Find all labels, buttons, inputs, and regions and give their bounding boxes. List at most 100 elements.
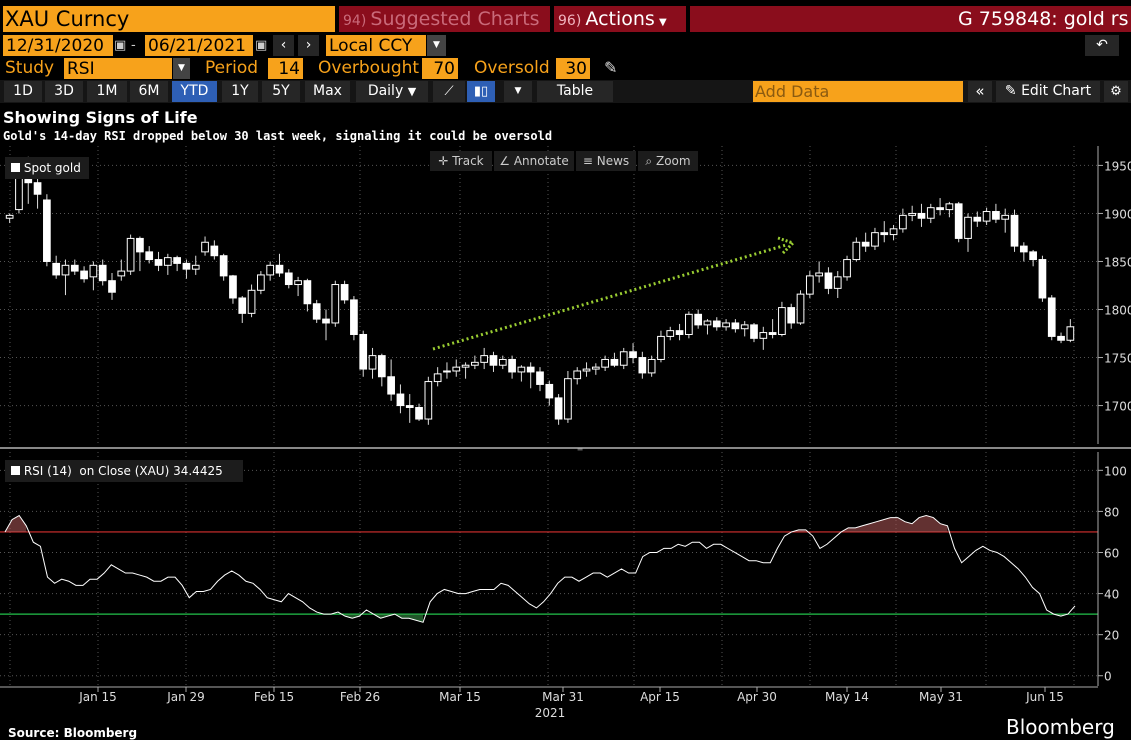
ticker-field[interactable]: XAU Curncy — [3, 6, 335, 32]
range-button-3d[interactable]: 3D — [45, 81, 83, 102]
range-button-1m[interactable]: 1M — [87, 81, 127, 102]
rsi-last-value: 34.4425 — [173, 464, 223, 478]
annotate-button[interactable]: ∠ Annotate — [494, 151, 574, 171]
year-label: 2021 — [535, 706, 566, 720]
candle-body — [806, 276, 813, 294]
candle-body — [648, 359, 655, 372]
candle-body — [71, 265, 78, 271]
study-dropdown-icon[interactable]: ▼ — [173, 58, 190, 79]
range-button-ytd[interactable]: YTD — [172, 81, 217, 102]
zoom-button[interactable]: ⌕ Zoom — [638, 151, 698, 171]
prev-arrow-icon[interactable]: ‹ — [273, 35, 294, 56]
price-tick-label: 1800 — [1104, 304, 1131, 318]
price-tick-label: 1750 — [1104, 352, 1131, 366]
candle-body — [779, 308, 786, 335]
suggested-label: Suggested Charts — [370, 8, 539, 30]
chart-type-dropdown-icon[interactable]: ▼ — [504, 81, 532, 102]
x-tick-label: Apr 30 — [737, 690, 777, 704]
candle-body — [732, 323, 739, 329]
news-label: News — [597, 154, 629, 168]
oversold-input[interactable]: 30 — [556, 58, 590, 79]
price-legend[interactable]: Spot gold — [5, 157, 89, 179]
range-button-1y[interactable]: 1Y — [222, 81, 258, 102]
price-candles — [6, 157, 1073, 425]
overbought-input[interactable]: 70 — [422, 58, 458, 79]
candle-body — [332, 285, 339, 323]
track-button[interactable]: ✛ Track — [430, 151, 492, 171]
candle-body — [34, 183, 41, 195]
candle-body — [881, 233, 888, 235]
candlestick-icon[interactable]: ▮▯ — [467, 81, 495, 102]
candle-body — [760, 333, 767, 339]
bloomberg-logo: Bloomberg — [1006, 716, 1131, 739]
currency-dropdown-icon[interactable]: ▼ — [427, 35, 446, 56]
candle-body — [444, 371, 451, 372]
date-separator: - — [131, 35, 141, 56]
range-button-6m[interactable]: 6M — [130, 81, 168, 102]
rsi-tick-label: 0 — [1104, 670, 1112, 684]
frequency-select[interactable]: Daily ▼ — [356, 81, 428, 102]
security-title: G 759848: gold rs — [690, 6, 1131, 32]
collapse-left-icon[interactable]: « — [968, 81, 992, 102]
candle-body — [183, 263, 190, 269]
candle-body — [955, 204, 962, 239]
rsi-legend[interactable]: RSI (14) on Close (XAU) 34.4425 — [5, 460, 243, 482]
candle-body — [620, 352, 627, 365]
line-chart-icon[interactable]: ⟋ — [433, 81, 465, 102]
candle-body — [937, 208, 944, 210]
period-input[interactable]: 14 — [268, 58, 303, 79]
candle-body — [751, 325, 758, 338]
candle-body — [537, 372, 544, 384]
next-arrow-icon[interactable]: › — [298, 35, 319, 56]
source-note: Source: Bloomberg — [8, 726, 208, 740]
candle-body — [927, 208, 934, 219]
actions-label: Actions — [585, 8, 654, 30]
candle-body — [993, 212, 1000, 220]
actions-button[interactable]: 96) Actions ▼ — [554, 6, 686, 32]
candle-body — [546, 384, 553, 397]
range-button-1d[interactable]: 1D — [4, 81, 42, 102]
candle-body — [834, 277, 841, 289]
candle-body — [490, 356, 497, 366]
candle-body — [351, 300, 358, 335]
candle-body — [192, 265, 199, 269]
candle-body — [527, 367, 534, 372]
actions-num: 96) — [558, 13, 581, 29]
candle-body — [918, 213, 925, 218]
candle-body — [844, 260, 851, 277]
range-button-max[interactable]: Max — [305, 81, 350, 102]
candle-body — [230, 276, 237, 298]
study-select[interactable]: RSI — [64, 58, 172, 79]
frequency-dropdown-icon: ▼ — [408, 85, 416, 98]
pencil-icon[interactable]: ✎ — [604, 57, 626, 79]
chart-area[interactable]: 1700 1750 1800 1850 1900 1950 0 20 40 60 80 100 ═ Jan… — [0, 146, 1131, 739]
calendar-icon[interactable]: ▣ — [114, 35, 128, 56]
table-button[interactable]: Table — [537, 81, 613, 102]
news-button[interactable]: ≡ News — [576, 151, 636, 171]
candle-body — [285, 273, 292, 285]
end-date-input[interactable]: 06/21/2021 — [145, 35, 253, 56]
chart-settings-icon[interactable]: ⚙ — [1104, 81, 1128, 102]
candle-body — [853, 242, 860, 259]
candle-body — [81, 271, 88, 279]
edit-chart-pencil-icon: ✎ — [1005, 83, 1017, 99]
candle-body — [872, 233, 879, 246]
currency-select[interactable]: Local CCY — [326, 35, 426, 56]
candle-body — [1030, 252, 1037, 260]
frequency-label: Daily — [368, 83, 403, 99]
candle-body — [900, 215, 907, 228]
candle-body — [369, 356, 376, 369]
candle-body — [574, 371, 581, 379]
start-date-input[interactable]: 12/31/2020 — [3, 35, 113, 56]
trend-arrow-line — [433, 245, 786, 349]
rsi-tick-label: 60 — [1104, 546, 1119, 560]
edit-chart-button[interactable]: ✎ Edit Chart — [996, 81, 1100, 102]
range-button-5y[interactable]: 5Y — [262, 81, 300, 102]
add-data-input[interactable]: Add Data — [753, 81, 963, 102]
candle-body — [658, 336, 665, 359]
undo-icon[interactable]: ↶ — [1085, 35, 1119, 56]
candle-body — [174, 258, 181, 264]
suggested-charts-button[interactable]: 94) Suggested Charts — [339, 6, 550, 32]
candle-body — [713, 321, 720, 327]
calendar-icon-end[interactable]: ▣ — [255, 35, 269, 56]
